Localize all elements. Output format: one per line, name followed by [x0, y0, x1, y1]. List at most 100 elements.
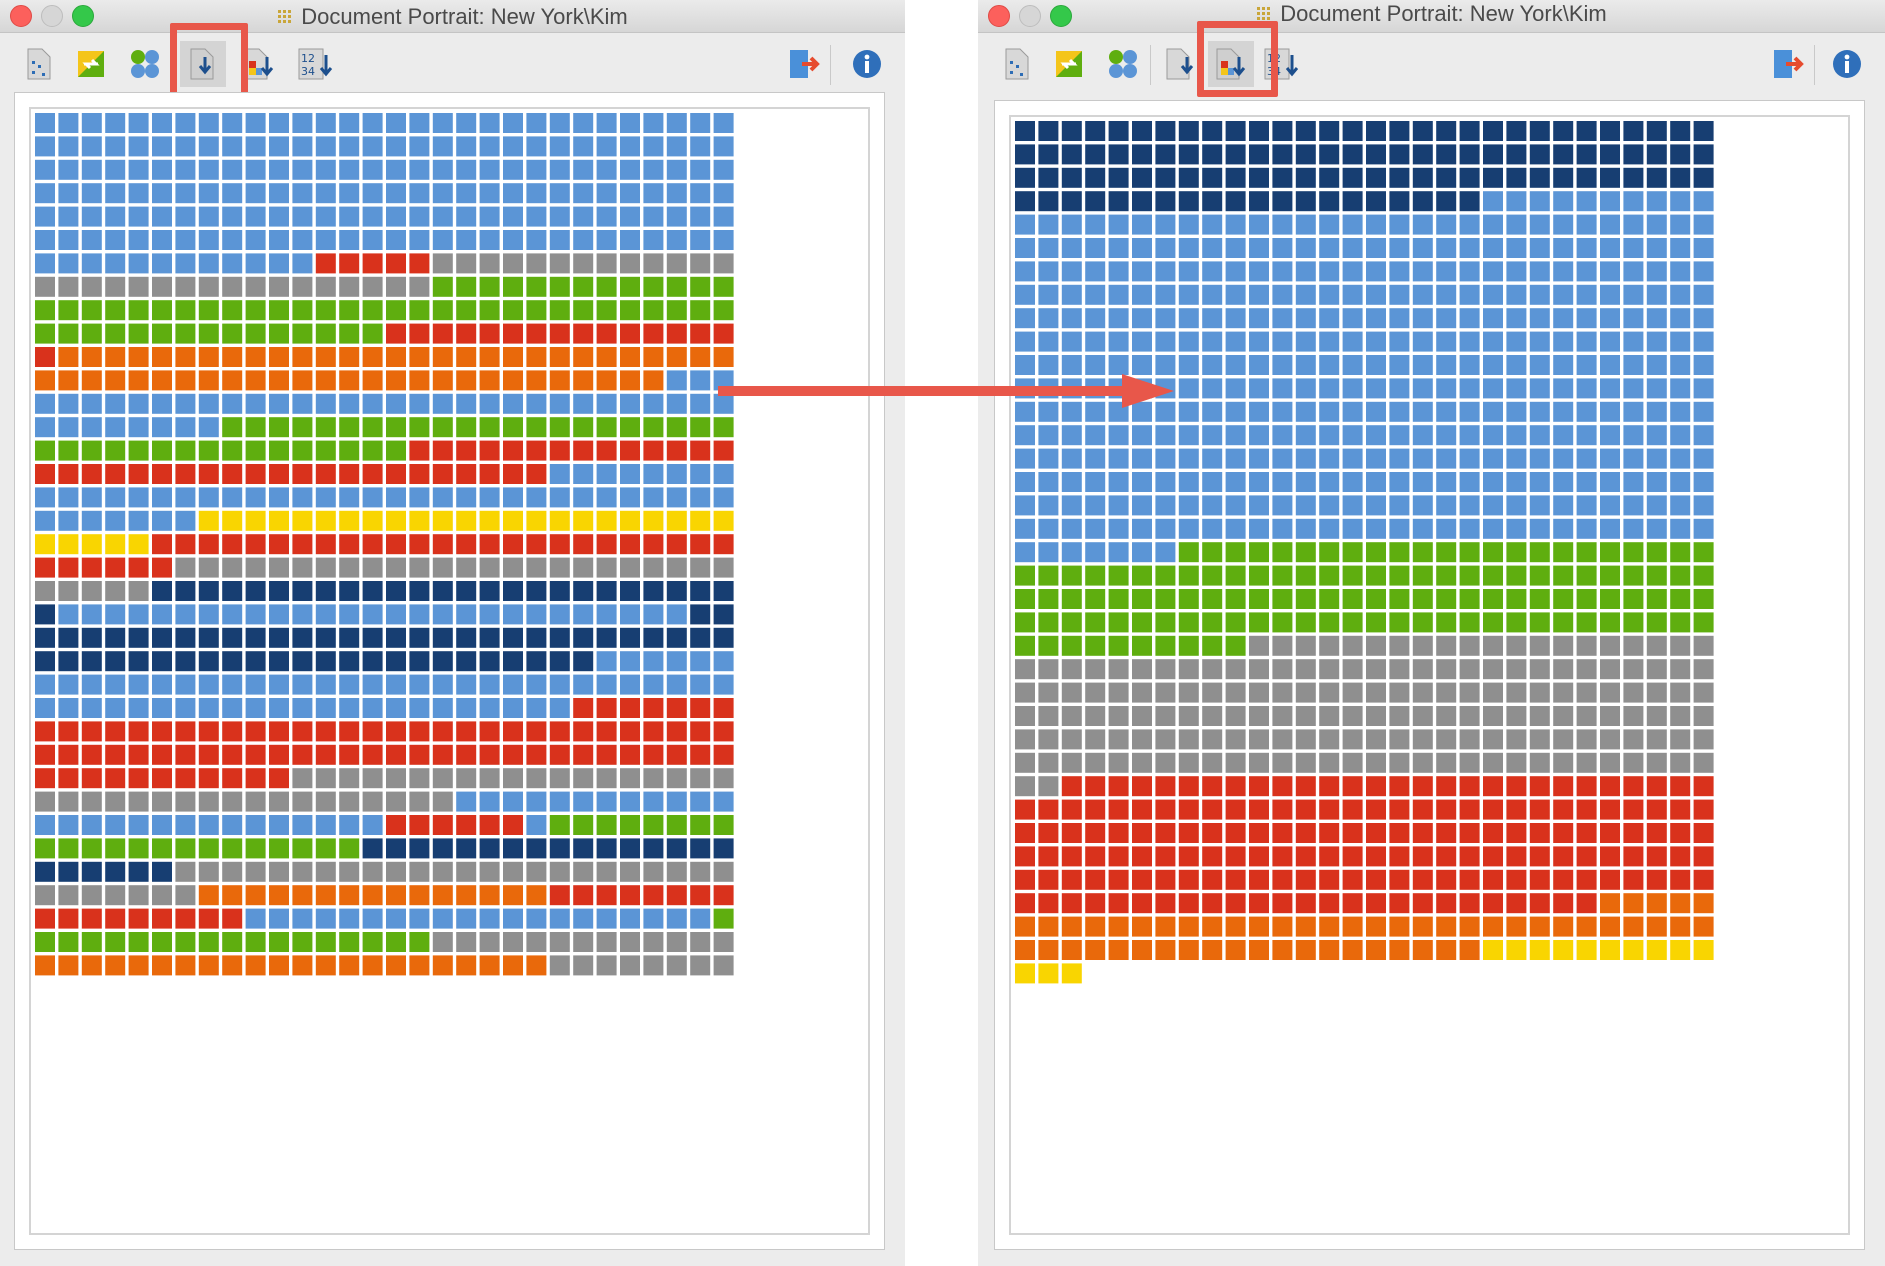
portrait-cell[interactable] — [409, 464, 430, 484]
portrait-cell[interactable] — [1646, 869, 1667, 890]
portrait-cell[interactable] — [1319, 121, 1340, 141]
portrait-cell[interactable] — [339, 698, 360, 718]
portrait-cell[interactable] — [690, 113, 711, 133]
portrait-cell[interactable] — [1529, 495, 1550, 516]
portrait-cell[interactable] — [1132, 518, 1152, 539]
portrait-cell[interactable] — [245, 417, 266, 438]
portrait-cell[interactable] — [152, 113, 172, 133]
portrait-cell[interactable] — [339, 183, 360, 204]
portrait-cell[interactable] — [1600, 308, 1620, 329]
portrait-cell[interactable] — [269, 370, 289, 391]
portrait-cell[interactable] — [1670, 846, 1691, 867]
portrait-cell[interactable] — [245, 815, 266, 835]
portrait-cell[interactable] — [1506, 518, 1527, 539]
portrait-cell[interactable] — [362, 885, 383, 906]
portrait-cell[interactable] — [549, 651, 570, 672]
portrait-cell[interactable] — [152, 698, 172, 718]
portrait-cell[interactable] — [222, 534, 243, 555]
portrait-cell[interactable] — [292, 627, 313, 648]
portrait-cell[interactable] — [1412, 284, 1433, 305]
portrait-cell[interactable] — [1366, 823, 1386, 843]
portrait-cell[interactable] — [105, 464, 126, 484]
portrait-cell[interactable] — [1132, 659, 1152, 680]
portrait-cell[interactable] — [503, 604, 523, 625]
portrait-cell[interactable] — [152, 206, 172, 227]
portrait-cell[interactable] — [1249, 729, 1269, 750]
portrait-cell[interactable] — [1600, 589, 1620, 609]
portrait-cell[interactable] — [1202, 682, 1223, 703]
portrait-cell[interactable] — [105, 627, 126, 648]
portrait-cell[interactable] — [1015, 635, 1035, 656]
portrait-cell[interactable] — [362, 393, 383, 414]
portrait-cell[interactable] — [175, 651, 196, 672]
portrait-cell[interactable] — [269, 206, 289, 227]
portrait-cell[interactable] — [175, 136, 196, 157]
portrait-cell[interactable] — [1272, 612, 1293, 633]
portrait-cell[interactable] — [198, 557, 219, 578]
portrait-cell[interactable] — [1412, 869, 1433, 890]
portrait-cell[interactable] — [1155, 518, 1176, 539]
portrait-cell[interactable] — [409, 627, 430, 648]
portrait-cell[interactable] — [713, 347, 734, 367]
portrait-cell[interactable] — [620, 253, 640, 274]
portrait-cell[interactable] — [1529, 940, 1550, 960]
portrait-cell[interactable] — [713, 370, 734, 391]
portrait-cell[interactable] — [456, 815, 477, 835]
portrait-cell[interactable] — [713, 230, 734, 250]
portrait-cell[interactable] — [222, 674, 243, 695]
portrait-cell[interactable] — [1061, 565, 1082, 586]
portrait-cell[interactable] — [1366, 776, 1386, 797]
portrait-cell[interactable] — [1202, 472, 1223, 492]
portrait-cell[interactable] — [105, 136, 126, 157]
portrait-cell[interactable] — [526, 885, 547, 906]
portrait-cell[interactable] — [1108, 472, 1129, 492]
portrait-cell[interactable] — [1576, 308, 1597, 329]
portrait-cell[interactable] — [1646, 565, 1667, 586]
portrait-cell[interactable] — [1038, 940, 1059, 960]
portrait-cell[interactable] — [315, 861, 336, 882]
portrait-cell[interactable] — [1389, 893, 1410, 914]
portrait-cell[interactable] — [1249, 542, 1269, 563]
portrait-cell[interactable] — [573, 300, 594, 321]
portrait-cell[interactable] — [1389, 518, 1410, 539]
portrait-cell[interactable] — [1366, 284, 1386, 305]
portrait-cell[interactable] — [1412, 261, 1433, 282]
portrait-cell[interactable] — [1412, 191, 1433, 212]
portrait-cell[interactable] — [526, 206, 547, 227]
portrait-cell[interactable] — [35, 136, 55, 157]
portrait-cell[interactable] — [128, 534, 149, 555]
portrait-cell[interactable] — [1132, 284, 1152, 305]
portrait-cell[interactable] — [198, 651, 219, 672]
portrait-cell[interactable] — [1202, 448, 1223, 469]
export-icon[interactable] — [16, 41, 62, 87]
portrait-cell[interactable] — [1272, 565, 1293, 586]
portrait-cell[interactable] — [526, 487, 547, 508]
portrait-cell[interactable] — [526, 534, 547, 555]
portrait-cell[interactable] — [1038, 214, 1059, 235]
portrait-cell[interactable] — [1436, 425, 1457, 446]
portrait-cell[interactable] — [292, 581, 313, 601]
portrait-cell[interactable] — [1342, 659, 1363, 680]
portrait-cell[interactable] — [1132, 729, 1152, 750]
portrait-cell[interactable] — [456, 276, 477, 297]
info-icon[interactable] — [844, 41, 890, 87]
portrait-cell[interactable] — [503, 276, 523, 297]
portrait-cell[interactable] — [1529, 261, 1550, 282]
portrait-cell[interactable] — [35, 885, 55, 906]
portrait-cell[interactable] — [1295, 893, 1316, 914]
portrait-cell[interactable] — [1225, 776, 1246, 797]
portrait-cell[interactable] — [362, 440, 383, 461]
portrait-cell[interactable] — [1108, 799, 1129, 820]
portrait-cell[interactable] — [362, 557, 383, 578]
portrait-cell[interactable] — [503, 534, 523, 555]
portrait-cell[interactable] — [1249, 495, 1269, 516]
portrait-cell[interactable] — [1412, 355, 1433, 375]
portrait-cell[interactable] — [386, 534, 406, 555]
portrait-cell[interactable] — [1038, 355, 1059, 375]
portrait-cell[interactable] — [128, 276, 149, 297]
portrait-cell[interactable] — [573, 393, 594, 414]
portrait-cell[interactable] — [245, 557, 266, 578]
portrait-cell[interactable] — [1646, 940, 1667, 960]
portrait-cell[interactable] — [105, 815, 126, 835]
portrait-cell[interactable] — [1038, 682, 1059, 703]
